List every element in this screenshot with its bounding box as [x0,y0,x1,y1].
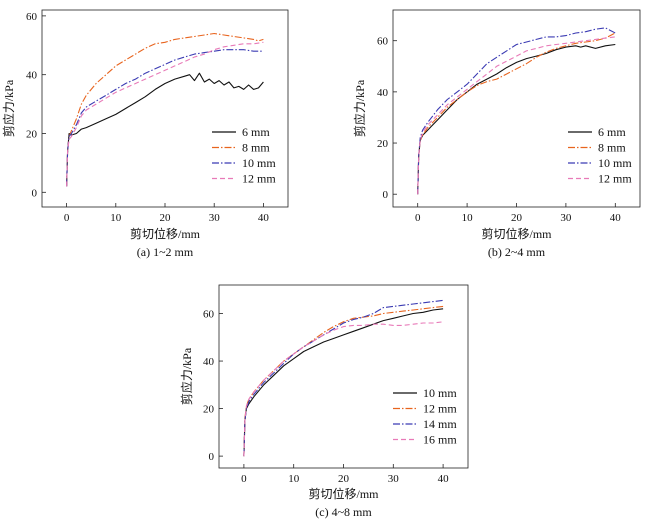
legend-label: 10 mm [423,386,457,400]
x-axis-label: 剪切位移/mm [130,226,201,241]
x-tick-label: 40 [438,473,450,485]
y-tick-label: 0 [209,451,215,463]
panel-caption: (c) 4~8 mm [315,505,372,519]
legend-label: 16 mm [423,433,457,447]
x-tick-label: 10 [288,473,300,485]
y-tick-label: 0 [32,187,38,199]
y-tick-label: 40 [377,87,389,99]
legend-label: 14 mm [423,417,457,431]
series-line-10-mm [243,308,444,457]
series-line-8-mm [417,32,616,195]
y-tick-label: 20 [377,138,389,150]
legend-label: 12 mm [598,172,632,186]
legend-label: 6 mm [598,125,626,139]
legend-label: 10 mm [598,156,632,170]
panel-caption: (b) 2~4 mm [488,245,546,259]
x-tick-label: 20 [160,212,172,224]
legend-label: 12 mm [242,172,276,186]
x-tick-label: 30 [560,212,572,224]
x-axis-label: 剪切位移/mm [308,486,379,501]
series-line-10-mm [66,49,264,187]
y-tick-label: 40 [26,70,38,82]
series-line-8-mm [66,32,264,187]
panel-caption: (a) 1~2 mm [137,245,194,259]
series-line-6-mm [417,43,616,195]
x-tick-label: 10 [462,212,474,224]
y-axis-label: 剪应力/kPa [1,79,16,137]
x-tick-label: 30 [209,212,221,224]
x-tick-label: 30 [388,473,400,485]
series-line-16-mm [243,321,444,457]
y-tick-label: 0 [383,189,389,201]
legend-label: 10 mm [242,156,276,170]
x-axis-label: 剪切位移/mm [481,226,552,241]
legend-label: 12 mm [423,402,457,416]
legend-label: 8 mm [598,141,626,155]
series-line-12-mm [66,41,264,187]
x-tick-label: 0 [64,212,70,224]
y-axis-label: 剪应力/kPa [179,347,194,405]
series-line-12-mm [243,305,444,457]
series-line-10-mm [417,27,616,195]
y-axis-label: 剪应力/kPa [352,79,367,137]
x-tick-label: 40 [610,212,622,224]
series-line-6-mm [66,72,264,187]
legend-label: 6 mm [242,125,270,139]
y-tick-label: 60 [377,36,389,48]
y-tick-label: 60 [203,309,215,321]
x-tick-label: 20 [338,473,350,485]
y-tick-label: 20 [26,128,38,140]
x-tick-label: 0 [415,212,421,224]
legend-label: 8 mm [242,141,270,155]
x-tick-label: 10 [110,212,122,224]
y-tick-label: 60 [26,11,38,23]
x-tick-label: 20 [511,212,523,224]
x-tick-label: 40 [258,212,270,224]
series-line-14-mm [243,299,444,457]
series-line-12-mm [417,36,616,195]
y-tick-label: 20 [203,404,215,416]
x-tick-label: 0 [241,473,247,485]
y-tick-label: 40 [203,356,215,368]
